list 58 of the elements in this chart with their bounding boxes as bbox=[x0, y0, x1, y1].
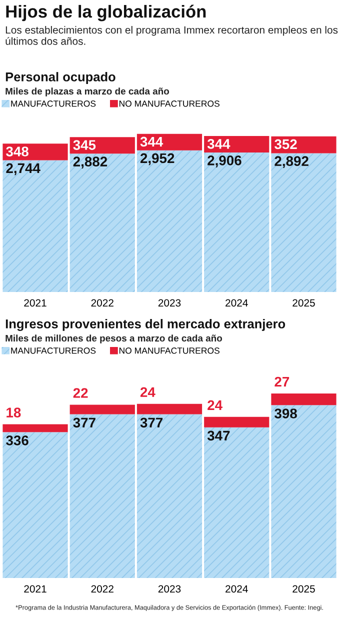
x-tick-label: 2025 bbox=[292, 585, 315, 593]
bar bbox=[271, 405, 336, 578]
text: Hijos de la globalización bbox=[6, 4, 206, 22]
bar bbox=[2, 432, 68, 578]
legend-label: NO MANUFACTUREROS bbox=[119, 348, 220, 354]
chart-title: Ingresos provenientes del mercado extranjero bbox=[6, 319, 286, 331]
data-label: 2,906 bbox=[208, 156, 242, 168]
x-tick-label: 2022 bbox=[91, 299, 114, 307]
bar bbox=[70, 414, 135, 578]
data-label: 2,892 bbox=[274, 156, 308, 168]
bar bbox=[70, 404, 135, 414]
data-label: 347 bbox=[207, 430, 230, 441]
data-label: 348 bbox=[6, 146, 28, 156]
x-tick-label: 2024 bbox=[226, 299, 248, 307]
bar bbox=[204, 416, 270, 428]
bar bbox=[70, 154, 135, 292]
bar bbox=[204, 152, 270, 292]
bar bbox=[136, 150, 202, 292]
data-label: 398 bbox=[274, 408, 297, 418]
bar bbox=[204, 136, 270, 153]
data-label: 2,882 bbox=[73, 156, 108, 169]
data-label: 22 bbox=[73, 388, 88, 398]
x-tick-label: 2025 bbox=[292, 299, 315, 307]
bar bbox=[204, 427, 270, 578]
legend-label: MANUFACTUREROS bbox=[11, 348, 96, 354]
data-label: 344 bbox=[207, 139, 230, 149]
bar bbox=[2, 160, 68, 292]
bar bbox=[271, 153, 336, 292]
x-tick-label: 2023 bbox=[158, 299, 181, 307]
bar bbox=[2, 144, 68, 160]
bar bbox=[136, 414, 202, 578]
data-label: 336 bbox=[6, 436, 28, 446]
text: Los establecimientos con el programa Immex recortaron empleos en los últimos dos años. bbox=[6, 26, 338, 45]
x-tick-label: 2024 bbox=[226, 585, 248, 593]
data-label: 377 bbox=[73, 418, 96, 428]
chart-subtitle: Miles de plazas a marzo de cada año bbox=[6, 88, 170, 96]
data-label: 344 bbox=[140, 136, 164, 147]
data-label: 2,744 bbox=[6, 163, 40, 176]
data-label: 24 bbox=[208, 400, 222, 410]
legend-label: MANUFACTUREROS bbox=[11, 100, 96, 107]
legend-label: NO MANUFACTUREROS bbox=[119, 100, 220, 107]
data-label: 27 bbox=[274, 376, 290, 387]
bar bbox=[136, 134, 202, 150]
bar bbox=[136, 404, 202, 414]
x-tick-label: 2021 bbox=[24, 299, 46, 307]
data-label: 377 bbox=[140, 418, 163, 428]
data-label: 2,952 bbox=[140, 153, 174, 166]
x-tick-label: 2021 bbox=[24, 585, 46, 593]
chart-subtitle: Miles de millones de pesos a marzo de cada año bbox=[6, 334, 222, 344]
bar bbox=[2, 424, 68, 432]
data-label: 18 bbox=[6, 408, 21, 418]
data-label: 24 bbox=[140, 387, 156, 397]
x-tick-label: 2023 bbox=[158, 585, 181, 593]
chart-title: Personal ocupado bbox=[6, 72, 116, 84]
x-tick-label: 2022 bbox=[91, 585, 114, 593]
data-label: 345 bbox=[73, 140, 96, 150]
data-label: 352 bbox=[274, 139, 297, 150]
bar bbox=[271, 393, 336, 406]
